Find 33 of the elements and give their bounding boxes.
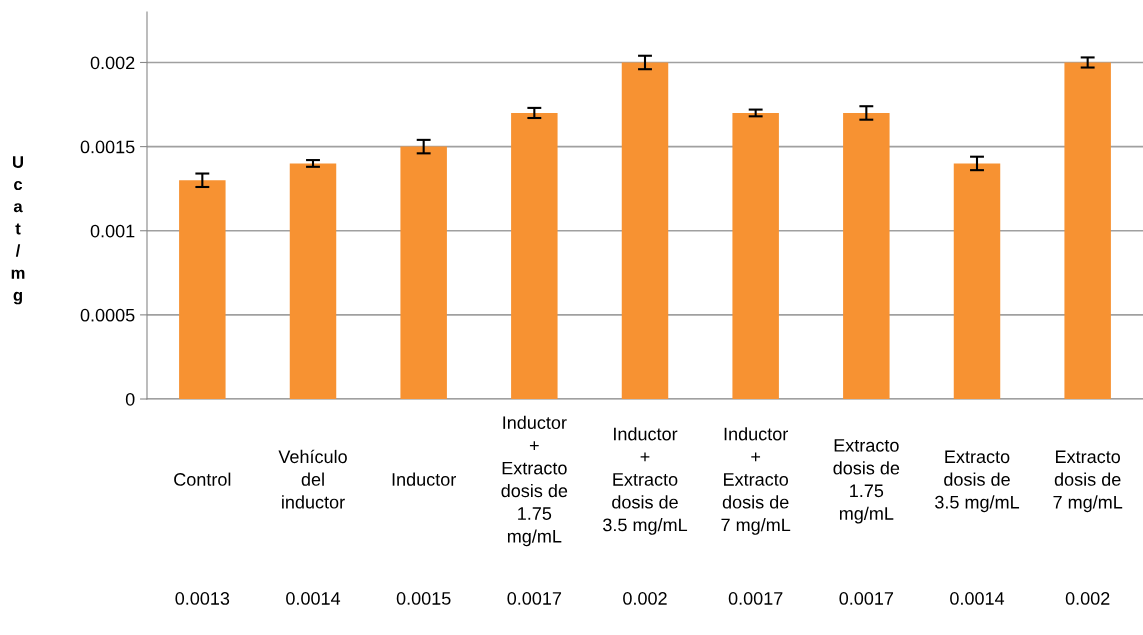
y-tick-label: 0.002 [90, 56, 135, 70]
data-label: 0.0014 [286, 592, 341, 605]
x-tick-label: Inductor + Extracto dosis de 1.75 mg/mL [501, 415, 568, 547]
bar [621, 62, 669, 399]
bar [732, 112, 779, 399]
bar [1064, 62, 1111, 399]
data-label: 0.002 [1065, 592, 1110, 605]
data-label: 0.0017 [728, 592, 783, 605]
y-tick-label: 0.0005 [80, 308, 135, 322]
y-tick-label: 0 [125, 392, 135, 406]
x-tick-label: Inductor + Extracto dosis de 3.5 mg/mL [603, 427, 688, 535]
data-label: 0.0013 [175, 592, 230, 605]
x-tick-label: Extracto dosis de 1.75 mg/mL [833, 439, 900, 524]
bar [843, 112, 890, 399]
bar [511, 112, 558, 399]
data-label: 0.0014 [950, 592, 1005, 605]
x-tick-label: Extracto dosis de 3.5 mg/mL [935, 450, 1020, 513]
y-tick-label: 0.0015 [80, 140, 135, 154]
x-tick-label: Inductor + Extracto dosis de 7 mg/mL [721, 427, 791, 535]
x-tick-label: Control [174, 472, 231, 486]
bar [289, 163, 337, 399]
x-tick-label: Extracto dosis de 7 mg/mL [1053, 450, 1123, 513]
x-tick-label: Vehículo del inductor [278, 449, 347, 509]
bar [953, 163, 1001, 399]
data-label: 0.0015 [396, 592, 451, 605]
data-label: 0.0017 [839, 592, 894, 605]
bar [179, 180, 226, 399]
data-label: 0.0017 [507, 592, 562, 605]
y-axis-title: Ucat/mg [11, 156, 25, 305]
bar [400, 146, 447, 399]
data-label: 0.002 [623, 592, 667, 605]
y-tick-label: 0.001 [90, 224, 135, 238]
x-tick-label: Inductor [392, 472, 456, 486]
